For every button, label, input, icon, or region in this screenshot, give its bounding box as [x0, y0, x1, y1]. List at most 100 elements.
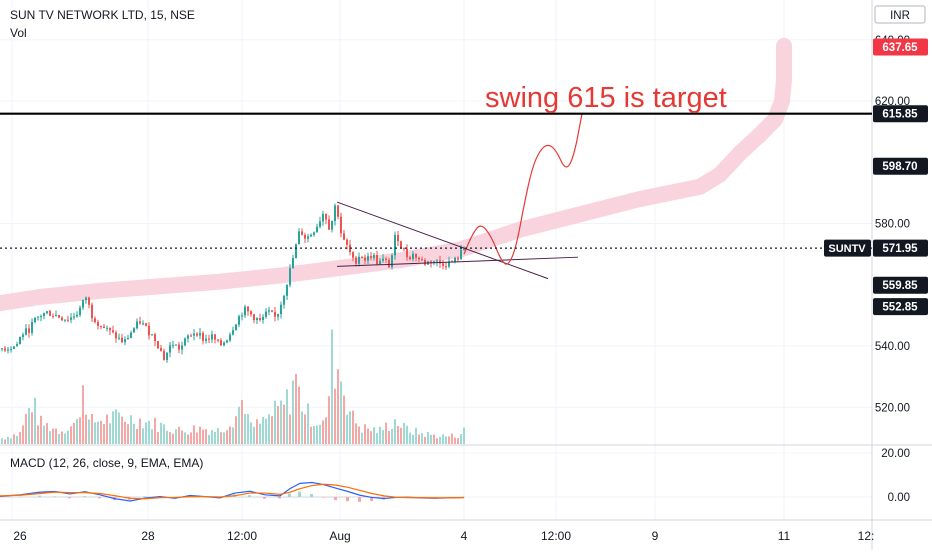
- candle-body: [7, 349, 9, 351]
- volume-bar: [28, 407, 30, 444]
- candle-body: [241, 315, 243, 317]
- volume-bar: [394, 419, 396, 444]
- candle-body: [193, 333, 195, 336]
- candle-body: [436, 260, 438, 262]
- candle-body: [454, 257, 456, 262]
- volume-bar: [289, 414, 291, 444]
- volume-bar: [430, 434, 432, 444]
- volume-bar: [154, 417, 156, 444]
- volume-bar: [19, 432, 21, 444]
- candle-body: [448, 261, 450, 267]
- candle-body: [55, 315, 57, 317]
- volume-bar: [334, 388, 336, 444]
- volume-bar: [127, 424, 129, 444]
- volume-bar: [409, 432, 411, 444]
- candle-body: [244, 306, 246, 316]
- candle-body: [406, 248, 408, 258]
- symbol-tag-label: SUNTV: [828, 243, 866, 255]
- volume-bar: [64, 433, 66, 444]
- candle-body: [97, 322, 99, 326]
- volume-bar: [181, 430, 183, 444]
- volume-bar: [91, 414, 93, 444]
- candle-body: [178, 344, 180, 350]
- currency-badge-label: INR: [890, 10, 910, 22]
- volume-bar: [235, 416, 237, 444]
- candle-body: [361, 256, 363, 258]
- volume-bar: [304, 414, 306, 444]
- candle-body: [73, 316, 75, 318]
- volume-bar: [76, 419, 78, 444]
- candle-body: [331, 221, 333, 230]
- volume-bar: [115, 409, 117, 444]
- volume-bar: [4, 439, 6, 444]
- candle-body: [220, 340, 222, 346]
- price-tag-label: 615.85: [882, 109, 918, 121]
- price-axis-tick: 620.00: [875, 96, 910, 108]
- candle-body: [214, 334, 216, 340]
- volume-bar: [307, 403, 309, 444]
- volume-bar: [325, 417, 327, 444]
- volume-bar: [448, 436, 450, 444]
- volume-bar: [169, 432, 171, 444]
- candle-body: [433, 261, 435, 263]
- volume-bar: [178, 426, 180, 444]
- candle-body: [43, 313, 45, 316]
- volume-bar: [112, 411, 114, 444]
- time-axis-tick: 12:: [858, 529, 875, 543]
- volume-bar: [85, 414, 87, 444]
- volume-bar: [145, 422, 147, 444]
- price-tag-box: [873, 38, 928, 56]
- volume-bar: [400, 427, 402, 444]
- volume-bar: [217, 428, 219, 444]
- volume-bar: [10, 438, 12, 444]
- candle-body: [460, 249, 462, 260]
- volume-bar: [331, 329, 333, 444]
- time-axis-tick: 26: [13, 529, 27, 543]
- volume-bar: [22, 425, 24, 444]
- volume-bar: [196, 432, 198, 444]
- candle-body: [325, 213, 327, 220]
- macd-histogram-bar: [98, 497, 101, 499]
- volume-bar: [391, 428, 393, 444]
- candle-body: [340, 216, 342, 234]
- volume-bar: [226, 430, 228, 444]
- price-tag-box: [873, 276, 928, 294]
- macd-histogram-bar: [370, 497, 373, 501]
- macd-histogram-bar: [298, 491, 301, 497]
- volume-bar: [346, 414, 348, 444]
- price-tag-box: [873, 298, 928, 316]
- candle-body: [364, 257, 366, 261]
- candle-body: [322, 213, 324, 222]
- candle-body: [403, 247, 405, 249]
- candle-body: [373, 254, 375, 258]
- volume-bar: [442, 434, 444, 444]
- volume-bar: [457, 437, 459, 444]
- candle-body: [76, 314, 78, 317]
- candle-body: [88, 297, 90, 305]
- volume-bar: [388, 430, 390, 444]
- candle-body: [133, 328, 135, 333]
- price-axis-tick: 540.00: [875, 341, 910, 353]
- candle-body: [115, 332, 117, 339]
- volume-bar: [94, 422, 96, 444]
- macd-signal-line: [0, 483, 465, 500]
- volume-bar: [355, 423, 357, 444]
- candle-body: [277, 314, 279, 317]
- volume-bar: [88, 419, 90, 444]
- candle-body: [58, 315, 60, 318]
- volume-bar: [268, 414, 270, 444]
- candle-body: [118, 337, 120, 339]
- candle-body: [289, 268, 291, 285]
- symbol-tag-box: [824, 239, 871, 257]
- volume-bar: [1, 438, 3, 444]
- candle-body: [190, 335, 192, 337]
- candle-body: [379, 260, 381, 265]
- candle-body: [28, 328, 30, 333]
- macd-histogram-bar: [203, 497, 206, 498]
- price-tag-label: 571.95: [882, 243, 918, 255]
- time-axis-tick: 11: [778, 529, 791, 543]
- macd-histogram-bar: [288, 493, 291, 497]
- volume-bar: [193, 425, 195, 444]
